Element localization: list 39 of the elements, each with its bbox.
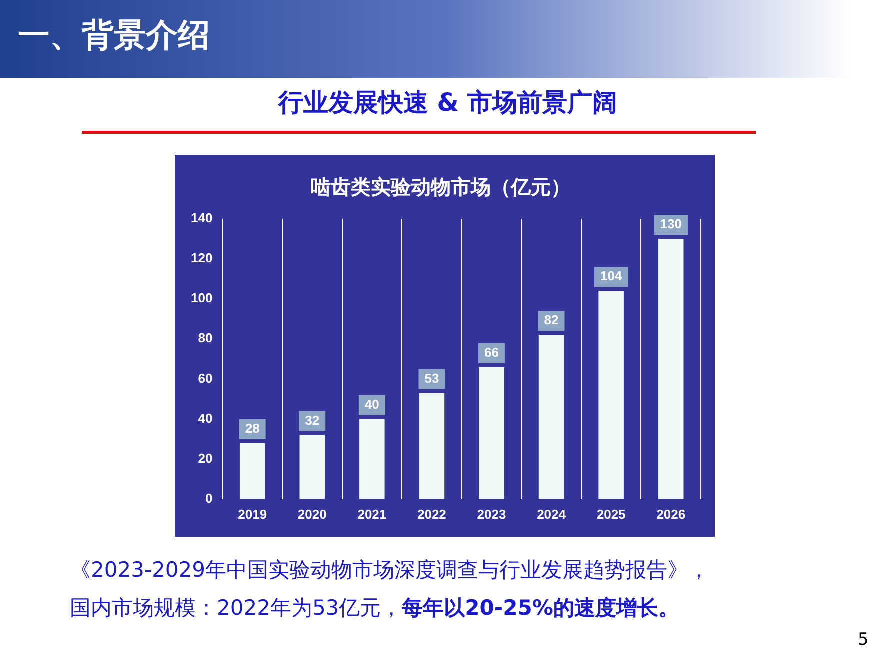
y-tick-label: 0 xyxy=(205,490,213,506)
text: 5 xyxy=(858,630,869,650)
data-label: 130 xyxy=(660,216,682,232)
data-label: 104 xyxy=(600,268,623,284)
y-tick-label: 140 xyxy=(190,210,213,226)
chart-title: 啮齿类实验动物市场（亿元） xyxy=(311,175,571,200)
bar xyxy=(360,419,385,500)
bar xyxy=(300,435,326,500)
data-label: 28 xyxy=(245,420,260,436)
y-tick-label: 100 xyxy=(190,290,213,306)
bar xyxy=(538,335,564,500)
text: 《2023-2029年中国实验动物市场深度调查与行业发展趋势报告》， xyxy=(70,557,710,584)
data-label: 53 xyxy=(424,370,440,386)
data-label: 66 xyxy=(484,344,499,360)
data-label: 32 xyxy=(305,412,320,428)
y-tick-label: 120 xyxy=(190,250,213,266)
chart-subtitle: 行业发展快速 & 市场前景广阔 xyxy=(276,87,619,119)
x-tick-label: 2023 xyxy=(477,506,506,522)
x-tick-label: 2025 xyxy=(596,506,626,522)
data-label: 82 xyxy=(544,312,559,328)
x-tick-label: 2022 xyxy=(417,506,446,522)
y-tick-label: 80 xyxy=(198,330,213,346)
x-tick-label: 2019 xyxy=(238,506,268,522)
text: 一、背景介绍 xyxy=(18,15,210,56)
bar xyxy=(658,239,684,500)
y-tick-label: 40 xyxy=(198,410,213,426)
bar xyxy=(479,367,504,500)
x-tick-label: 2020 xyxy=(298,506,327,522)
data-label: 40 xyxy=(364,396,380,412)
bar xyxy=(598,291,624,500)
text: 国内市场规模：2022年为53亿元， xyxy=(70,596,402,620)
text: 每年以20-25%的速度增长。 xyxy=(402,596,680,620)
y-tick-label: 20 xyxy=(198,450,213,466)
x-tick-label: 2021 xyxy=(358,506,387,522)
y-tick-label: 60 xyxy=(198,370,213,386)
bar xyxy=(240,443,266,500)
x-tick-label: 2024 xyxy=(537,506,567,522)
x-tick-label: 2026 xyxy=(656,506,686,522)
bar xyxy=(419,393,445,500)
